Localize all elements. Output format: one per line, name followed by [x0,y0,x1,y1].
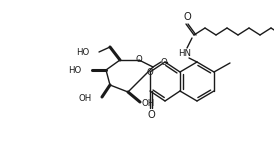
Text: OH: OH [141,99,155,107]
Text: O: O [147,67,153,77]
Text: O: O [147,110,155,120]
Text: OH: OH [79,94,92,103]
Text: O: O [183,12,191,22]
Text: HO: HO [68,66,81,74]
Text: HO: HO [76,48,89,57]
Text: O: O [136,54,142,63]
Text: O: O [161,58,167,66]
Text: HN: HN [178,49,192,58]
